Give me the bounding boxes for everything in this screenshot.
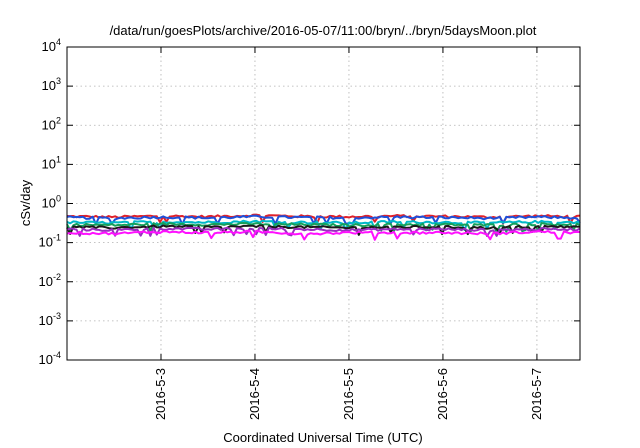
y-tick-label: 10-4 — [39, 350, 61, 367]
y-tick-label: 100 — [42, 194, 61, 211]
x-tick-label: 2016-5-5 — [341, 368, 356, 420]
y-tick-label: 104 — [42, 37, 61, 54]
series-line-7 — [66, 229, 581, 241]
y-tick-label: 102 — [42, 115, 61, 132]
series-group — [66, 213, 581, 241]
grid — [67, 47, 580, 360]
y-tick-label: 10-1 — [39, 233, 61, 250]
x-tick-label: 2016-5-3 — [153, 368, 168, 420]
y-tick-label: 103 — [42, 76, 61, 93]
series-line-2 — [66, 214, 581, 226]
tick-marks — [67, 46, 580, 361]
y-tick-label: 101 — [42, 154, 61, 171]
series-line-5 — [66, 224, 581, 236]
chart-title: /data/run/goesPlots/archive/2016-05-07/1… — [110, 23, 537, 38]
x-tick-label: 2016-5-6 — [435, 368, 450, 420]
y-tick-label: 10-3 — [39, 311, 61, 328]
y-tick-label: 10-2 — [39, 272, 61, 289]
x-tick-label: 2016-5-4 — [247, 368, 262, 420]
y-tick-labels: 10-4 10-3 10-2 10-1 100 101 102 103 104 — [39, 37, 61, 367]
x-tick-labels: 2016-5-3 2016-5-4 2016-5-5 2016-5-6 2016-5-7 — [153, 368, 544, 420]
y-axis-label: cSv/day — [18, 179, 33, 226]
x-axis-label: Coordinated Universal Time (UTC) — [223, 430, 422, 445]
x-tick-label: 2016-5-7 — [529, 368, 544, 420]
